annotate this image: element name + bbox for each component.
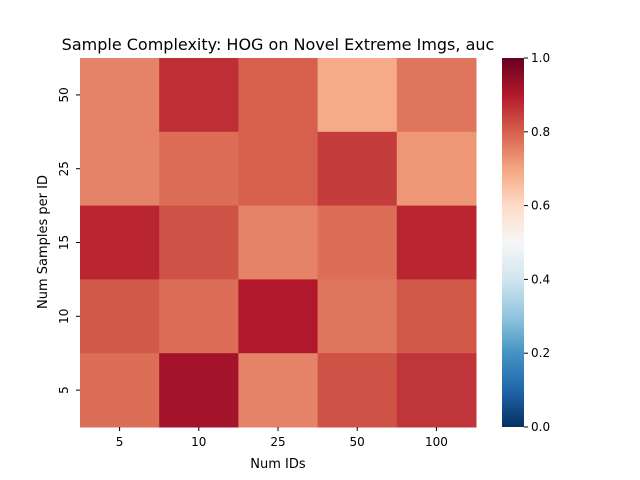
x-tick-label: 25 bbox=[270, 435, 285, 449]
colorbar bbox=[502, 58, 524, 427]
heatmap-cell bbox=[159, 279, 239, 354]
heatmap-cell bbox=[238, 131, 319, 207]
heatmap-cell bbox=[80, 58, 160, 133]
heatmap-cell bbox=[396, 279, 477, 354]
x-tick-label: 100 bbox=[425, 435, 448, 449]
heatmap-cell bbox=[238, 353, 319, 428]
x-axis-ticks: 5 10 25 50 100 bbox=[116, 427, 448, 449]
y-tick-label: 15 bbox=[57, 235, 71, 250]
heatmap-cell bbox=[317, 205, 398, 280]
heatmap-cell bbox=[396, 205, 477, 280]
x-tick-label: 5 bbox=[116, 435, 124, 449]
colorbar-ticks: 0.0 0.2 0.4 0.6 0.8 1.0 bbox=[524, 51, 550, 434]
chart-title: Sample Complexity: HOG on Novel Extreme … bbox=[62, 35, 495, 54]
heatmap-cell bbox=[238, 279, 319, 354]
x-tick-label: 10 bbox=[191, 435, 206, 449]
heatmap-cell bbox=[80, 353, 160, 428]
colorbar-tick-label: 0.2 bbox=[531, 346, 550, 360]
heatmap-cell bbox=[317, 353, 398, 428]
colorbar-tick-label: 0.8 bbox=[531, 125, 550, 139]
heatmap-cell bbox=[159, 353, 239, 428]
y-tick-label: 10 bbox=[57, 309, 71, 324]
x-axis-label: Num IDs bbox=[250, 457, 306, 472]
heatmap-cell bbox=[80, 279, 160, 354]
y-tick-label: 25 bbox=[57, 161, 71, 176]
heatmap-cell bbox=[317, 131, 398, 207]
heatmap-cell bbox=[317, 58, 398, 133]
y-axis-ticks: 50 25 15 10 5 bbox=[57, 87, 80, 394]
heatmap-cell bbox=[396, 353, 477, 428]
colorbar-tick-label: 0.6 bbox=[531, 199, 550, 213]
colorbar-tick-label: 0.0 bbox=[531, 420, 550, 434]
heatmap-cell bbox=[317, 279, 398, 354]
y-tick-label: 50 bbox=[57, 87, 71, 102]
heatmap-cell bbox=[396, 131, 477, 207]
heatmap-cell bbox=[396, 58, 477, 133]
colorbar-tick-label: 0.4 bbox=[531, 272, 550, 286]
heatmap-cell bbox=[159, 205, 239, 280]
y-axis-label: Num Samples per ID bbox=[36, 175, 51, 309]
heatmap-cell bbox=[80, 131, 160, 207]
heatmap-cell bbox=[238, 58, 319, 133]
heatmap-cell bbox=[159, 58, 239, 133]
heatmap-cells bbox=[80, 58, 477, 428]
colorbar-tick-label: 1.0 bbox=[531, 51, 550, 65]
y-tick-label: 5 bbox=[57, 386, 71, 394]
heatmap-cell bbox=[238, 205, 319, 280]
heatmap-cell bbox=[159, 131, 239, 207]
x-tick-label: 50 bbox=[350, 435, 365, 449]
heatmap-cell bbox=[80, 205, 160, 280]
